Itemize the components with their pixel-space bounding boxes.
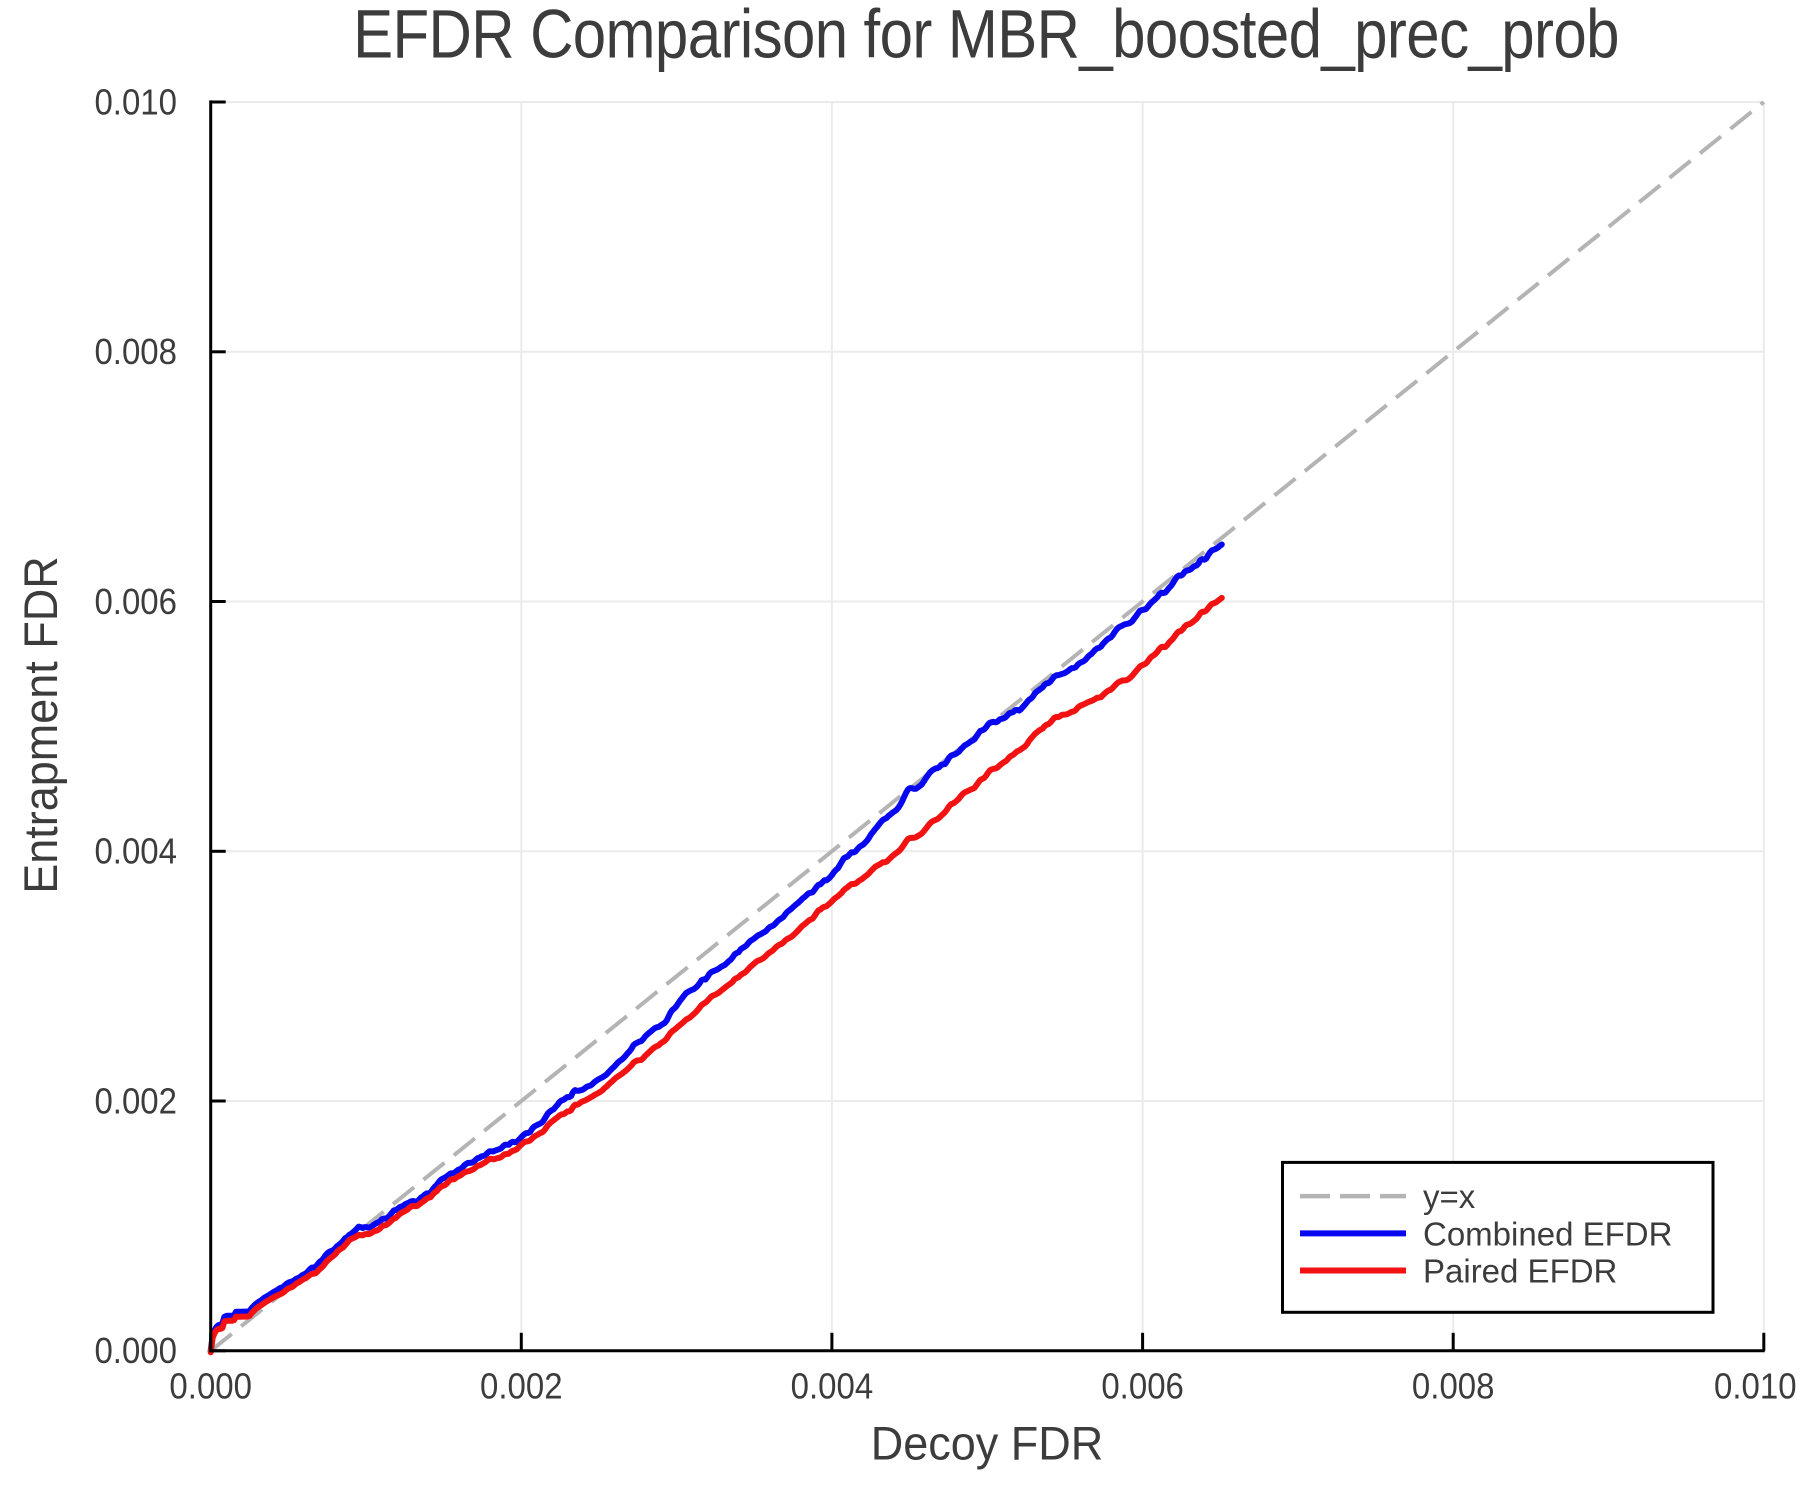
svg-text:0.004: 0.004: [94, 832, 177, 872]
svg-text:0.000: 0.000: [169, 1367, 252, 1407]
svg-text:0.008: 0.008: [1412, 1367, 1495, 1407]
svg-text:0.000: 0.000: [94, 1332, 177, 1372]
svg-text:Paired EFDR: Paired EFDR: [1423, 1252, 1617, 1289]
svg-text:0.006: 0.006: [94, 582, 177, 622]
svg-text:0.002: 0.002: [94, 1082, 177, 1122]
svg-text:0.002: 0.002: [480, 1367, 563, 1407]
svg-text:EFDR Comparison for MBR_booste: EFDR Comparison for MBR_boosted_prec_pro…: [353, 0, 1619, 72]
svg-text:0.010: 0.010: [1714, 1367, 1797, 1407]
svg-text:0.004: 0.004: [791, 1367, 874, 1407]
svg-text:Decoy FDR: Decoy FDR: [871, 1416, 1103, 1469]
svg-text:y=x: y=x: [1423, 1178, 1476, 1215]
svg-text:0.006: 0.006: [1101, 1367, 1184, 1407]
svg-text:Entrapment FDR: Entrapment FDR: [14, 556, 67, 894]
svg-text:0.010: 0.010: [94, 83, 177, 123]
svg-text:Combined EFDR: Combined EFDR: [1423, 1215, 1672, 1252]
svg-text:0.008: 0.008: [94, 333, 177, 373]
